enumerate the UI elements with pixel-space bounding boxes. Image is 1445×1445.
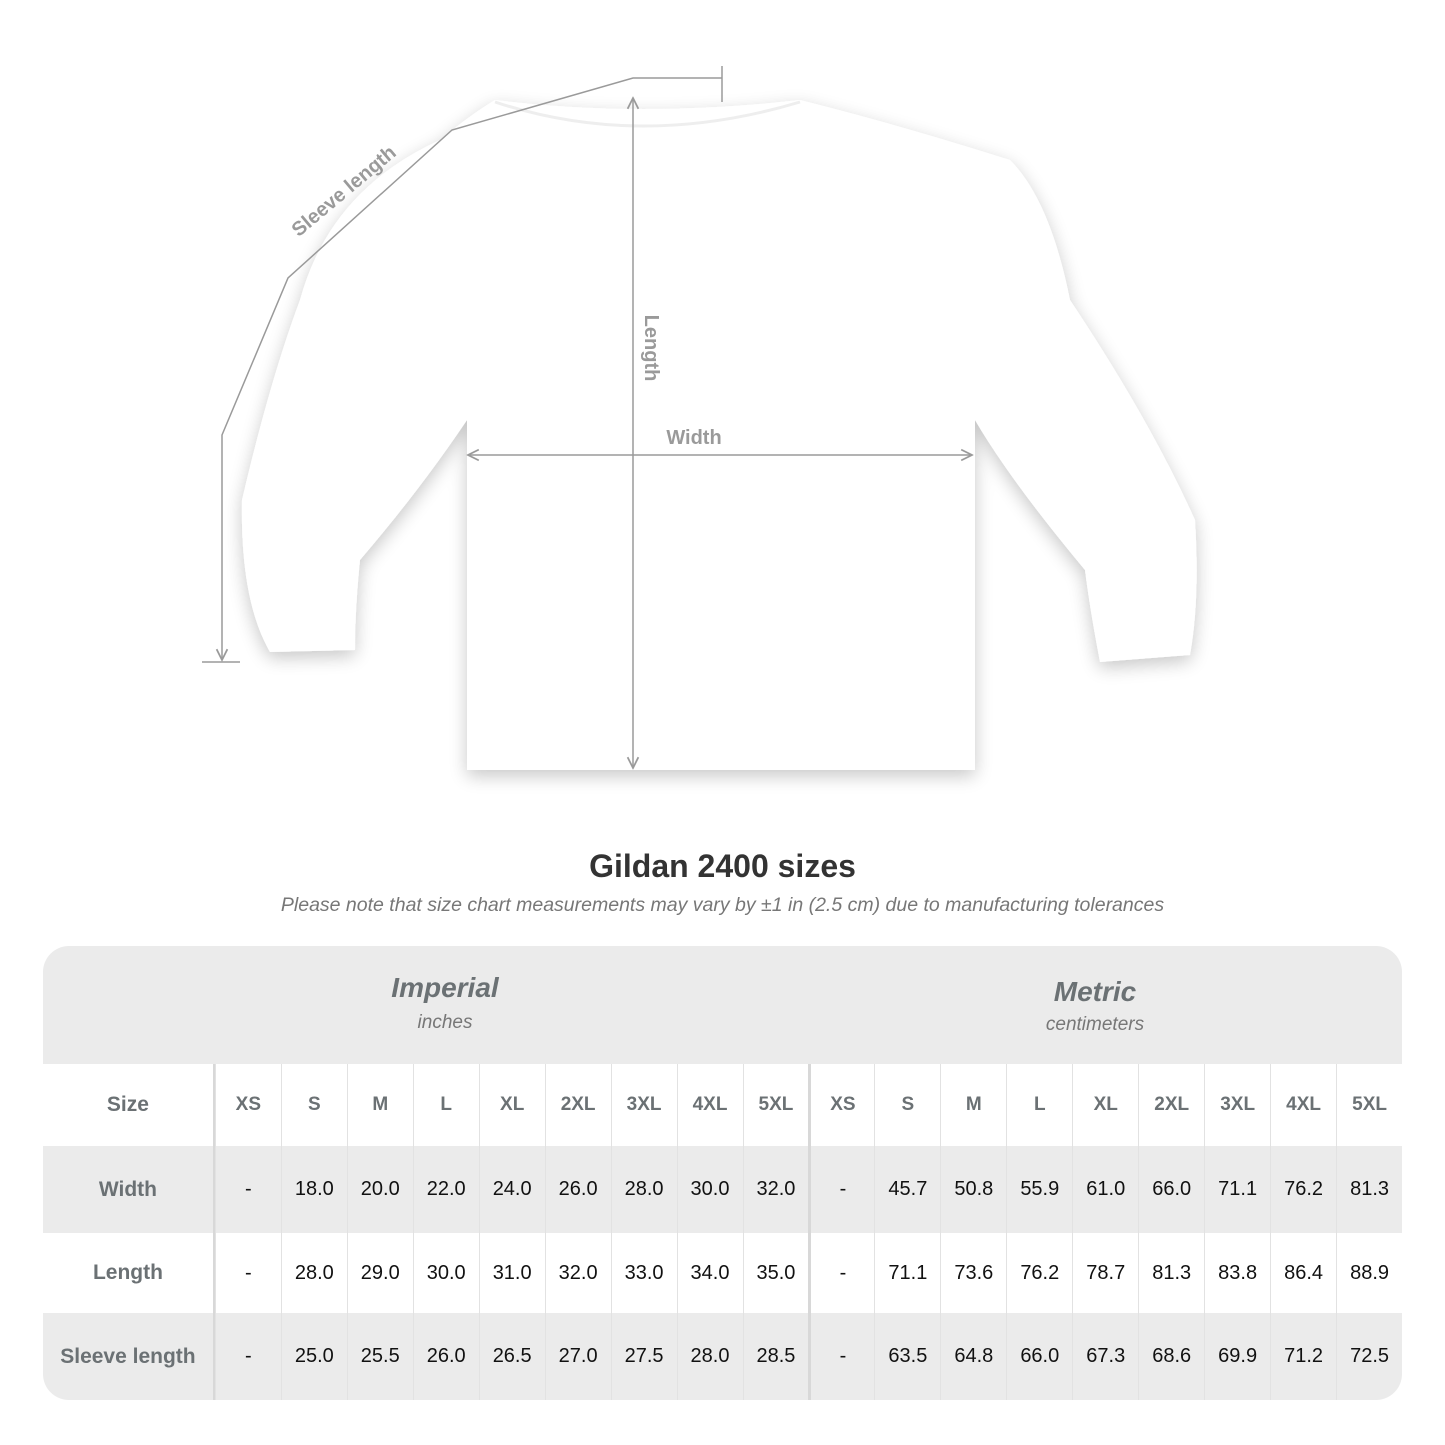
table-header-band bbox=[43, 946, 1402, 1064]
metric-value-cell: 71.1 bbox=[1204, 1146, 1270, 1233]
imperial-value-cell: 24.0 bbox=[478, 1146, 545, 1233]
metric-value-cell: 71.2 bbox=[1270, 1313, 1336, 1400]
imperial-unit: inches bbox=[417, 1012, 473, 1033]
imperial-value-cell: 22.0 bbox=[412, 1146, 479, 1233]
metric-size-header: L bbox=[1006, 1064, 1072, 1146]
imperial-size-header: M bbox=[346, 1064, 413, 1146]
imperial-size-header: 2XL bbox=[544, 1064, 611, 1146]
imperial-size-header: 5XL bbox=[742, 1064, 809, 1146]
imperial-value-cell: 33.0 bbox=[610, 1233, 677, 1313]
metric-value-cell: 66.0 bbox=[1138, 1146, 1204, 1233]
imperial-value-cell: 25.0 bbox=[280, 1313, 347, 1400]
imperial-value-cell: 31.0 bbox=[478, 1233, 545, 1313]
width-label: Width bbox=[666, 427, 721, 449]
imperial-value-cell: 27.0 bbox=[544, 1313, 611, 1400]
metric-size-header: 3XL bbox=[1204, 1064, 1270, 1146]
shirt-silhouette bbox=[241, 100, 1197, 770]
metric-value-cell: 76.2 bbox=[1270, 1146, 1336, 1233]
metric-value-cell: 71.1 bbox=[874, 1233, 940, 1313]
imperial-value-cell: - bbox=[214, 1233, 281, 1313]
length-label: Length bbox=[640, 315, 662, 382]
metric-value-cell: 55.9 bbox=[1006, 1146, 1072, 1233]
metric-size-header: XL bbox=[1072, 1064, 1138, 1146]
imperial-value-cell: 26.5 bbox=[478, 1313, 545, 1400]
table-row: Width -18.0 20.0 22.0 24.0 26.0 28.0 30.0 32.0-4… bbox=[43, 1146, 1402, 1233]
imperial-size-header: S bbox=[280, 1064, 347, 1146]
row-label: Length bbox=[43, 1233, 215, 1313]
imperial-value-cell: 29.0 bbox=[346, 1233, 413, 1313]
metric-value-cell: 72.5 bbox=[1336, 1313, 1402, 1400]
metric-header: Metric centimeters bbox=[810, 946, 1380, 1064]
imperial-value-cell: 28.0 bbox=[280, 1233, 347, 1313]
metric-value-cell: 81.3 bbox=[1336, 1146, 1402, 1233]
metric-value-cell: 61.0 bbox=[1072, 1146, 1138, 1233]
metric-size-header: 2XL bbox=[1138, 1064, 1204, 1146]
sleeve-measure-line bbox=[202, 66, 723, 663]
shirt-diagram: Sleeve length Length Width bbox=[202, 66, 1197, 770]
page-title: Gildan 2400 sizes bbox=[589, 848, 856, 884]
imperial-value-cell: 32.0 bbox=[742, 1146, 809, 1233]
imperial-value-cell: 18.0 bbox=[280, 1146, 347, 1233]
metric-value-cell: - bbox=[808, 1313, 874, 1400]
imperial-value-cell: 20.0 bbox=[346, 1146, 413, 1233]
imperial-value-cell: 28.5 bbox=[742, 1313, 809, 1400]
metric-value-cell: 73.6 bbox=[940, 1233, 1006, 1313]
collar bbox=[494, 100, 801, 128]
size-header-label: Size bbox=[43, 1064, 215, 1146]
size-table: Imperial inches Metric centimeters Size X… bbox=[43, 946, 1402, 1400]
metric-value-cell: 66.0 bbox=[1006, 1313, 1072, 1400]
imperial-size-header: 4XL bbox=[676, 1064, 743, 1146]
imperial-size-header: 3XL bbox=[610, 1064, 677, 1146]
imperial-value-cell: 25.5 bbox=[346, 1313, 413, 1400]
row-label: Sleeve length bbox=[43, 1313, 215, 1400]
imperial-value-cell: - bbox=[214, 1146, 281, 1233]
metric-value-cell: 67.3 bbox=[1072, 1313, 1138, 1400]
metric-size-header: 5XL bbox=[1336, 1064, 1402, 1146]
imperial-size-header: XL bbox=[478, 1064, 545, 1146]
imperial-value-cell: 32.0 bbox=[544, 1233, 611, 1313]
table-row: Sleeve length -25.0 25.5 26.0 26.5 27.0 27.5 28… bbox=[43, 1313, 1402, 1400]
metric-size-header: M bbox=[940, 1064, 1006, 1146]
metric-value-cell: 81.3 bbox=[1138, 1233, 1204, 1313]
metric-title: Metric bbox=[1053, 976, 1137, 1007]
imperial-value-cell: 26.0 bbox=[544, 1146, 611, 1233]
metric-size-header: 4XL bbox=[1270, 1064, 1336, 1146]
imperial-value-cell: 30.0 bbox=[676, 1146, 743, 1233]
metric-value-cell: 83.8 bbox=[1204, 1233, 1270, 1313]
metric-value-cell: 88.9 bbox=[1336, 1233, 1402, 1313]
metric-value-cell: - bbox=[808, 1146, 874, 1233]
metric-value-cell: - bbox=[808, 1233, 874, 1313]
row-label: Width bbox=[43, 1146, 215, 1233]
imperial-value-cell: 26.0 bbox=[412, 1313, 479, 1400]
metric-unit: centimeters bbox=[1045, 1014, 1145, 1035]
imperial-value-cell: 27.5 bbox=[610, 1313, 677, 1400]
metric-size-header: S bbox=[874, 1064, 940, 1146]
metric-value-cell: 50.8 bbox=[940, 1146, 1006, 1233]
imperial-value-cell: 28.0 bbox=[610, 1146, 677, 1233]
metric-value-cell: 86.4 bbox=[1270, 1233, 1336, 1313]
imperial-value-cell: 35.0 bbox=[742, 1233, 809, 1313]
imperial-value-cell: - bbox=[214, 1313, 281, 1400]
table-row: Length -28.0 29.0 30.0 31.0 32.0 33.0 34.0 35.0-… bbox=[43, 1233, 1402, 1313]
metric-size-header: XS bbox=[808, 1064, 874, 1146]
metric-value-cell: 45.7 bbox=[874, 1146, 940, 1233]
metric-value-cell: 64.8 bbox=[940, 1313, 1006, 1400]
imperial-value-cell: 28.0 bbox=[676, 1313, 743, 1400]
tolerance-note: Please note that size chart measurements… bbox=[280, 894, 1165, 916]
imperial-value-cell: 34.0 bbox=[676, 1233, 743, 1313]
imperial-header: Imperial inches bbox=[215, 946, 675, 1064]
metric-value-cell: 76.2 bbox=[1006, 1233, 1072, 1313]
imperial-title: Imperial bbox=[391, 972, 499, 1003]
size-header-row: Size XS S M L XL 2XL 3XL 4XL 5XL XS S M L XL 2XL 3XL 4XL 5… bbox=[43, 1064, 1402, 1146]
metric-value-cell: 63.5 bbox=[874, 1313, 940, 1400]
imperial-value-cell: 30.0 bbox=[412, 1233, 479, 1313]
imperial-size-header: L bbox=[412, 1064, 479, 1146]
imperial-size-header: XS bbox=[214, 1064, 281, 1146]
metric-value-cell: 78.7 bbox=[1072, 1233, 1138, 1313]
metric-value-cell: 68.6 bbox=[1138, 1313, 1204, 1400]
metric-value-cell: 69.9 bbox=[1204, 1313, 1270, 1400]
